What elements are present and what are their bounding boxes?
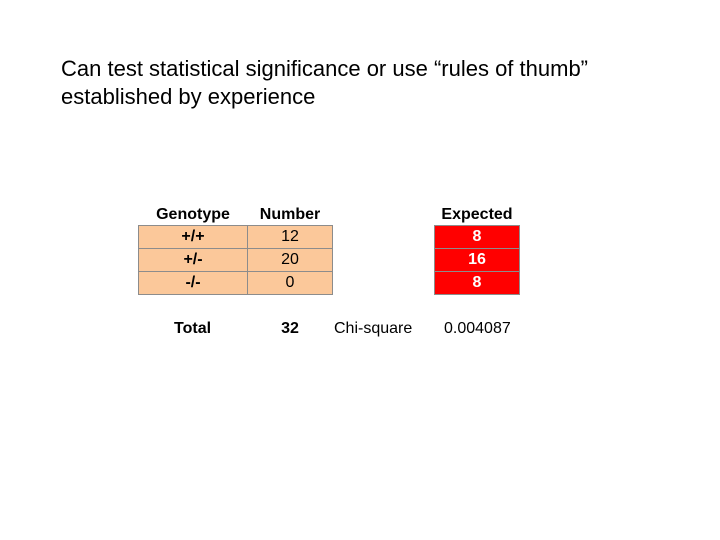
genotype-table: +/+ 12 +/- 20 -/- 0	[138, 225, 333, 295]
slide-text: Can test statistical significance or use…	[61, 55, 681, 111]
expected-cell: 16	[434, 248, 520, 272]
expected-table: 8 16 8	[434, 225, 520, 295]
total-value: 32	[281, 320, 299, 337]
chi-square-value: 0.004087	[444, 320, 511, 337]
expected-cell: 8	[434, 225, 520, 249]
header-expected: Expected	[441, 206, 513, 223]
chi-square-label: Chi-square	[334, 320, 413, 337]
table-row: +/- 20	[138, 248, 333, 272]
table-row: 16	[434, 248, 520, 272]
table-row: -/- 0	[138, 271, 333, 295]
number-cell: 12	[247, 225, 333, 249]
genotype-cell: +/+	[138, 225, 248, 249]
slide-text-line-2: established by experience	[61, 84, 316, 109]
genotype-cell: +/-	[138, 248, 248, 272]
header-genotype: Genotype	[156, 206, 230, 223]
header-number: Number	[259, 206, 321, 223]
expected-cell: 8	[434, 271, 520, 295]
slide-text-line-1: Can test statistical significance or use…	[61, 56, 589, 81]
number-cell: 20	[247, 248, 333, 272]
table-row: 8	[434, 271, 520, 295]
genotype-cell: -/-	[138, 271, 248, 295]
number-cell: 0	[247, 271, 333, 295]
table-row: +/+ 12	[138, 225, 333, 249]
total-label: Total	[174, 320, 212, 337]
table-row: 8	[434, 225, 520, 249]
